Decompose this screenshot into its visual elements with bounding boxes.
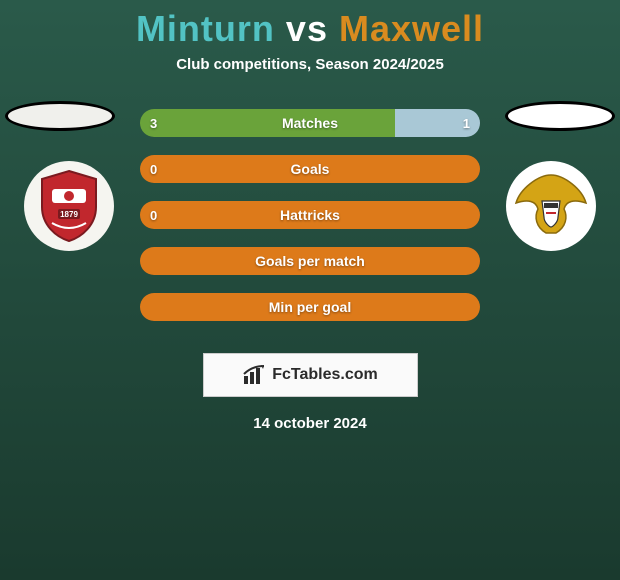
right-ellipse [505, 101, 615, 131]
bar-label: Goals per match [140, 247, 480, 275]
stat-bar-goals-per-match: Goals per match [140, 247, 480, 275]
svg-text:1879: 1879 [60, 210, 78, 219]
player2-name: Maxwell [339, 8, 484, 49]
stat-bar-hattricks: 0 Hattricks [140, 201, 480, 229]
bar-label: Hattricks [140, 201, 480, 229]
compare-area: 1879 3 Matches 1 0 Goals [0, 101, 620, 331]
stat-bar-matches: 3 Matches 1 [140, 109, 480, 137]
bar-label: Min per goal [140, 293, 480, 321]
page-title: Minturn vs Maxwell [0, 0, 620, 50]
date-text: 14 october 2024 [0, 415, 620, 432]
left-ellipse [5, 101, 115, 131]
player1-name: Minturn [136, 8, 275, 49]
stat-bars: 3 Matches 1 0 Goals 0 Hattricks Goals pe… [140, 109, 480, 321]
bars-icon [242, 364, 268, 386]
branding-text: FcTables.com [272, 366, 378, 384]
bar-label: Goals [140, 155, 480, 183]
eagle-icon [508, 163, 594, 249]
stat-bar-goals: 0 Goals [140, 155, 480, 183]
vs-text: vs [286, 8, 328, 49]
right-team-crest [506, 161, 596, 251]
left-team-crest: 1879 [24, 161, 114, 251]
stat-bar-min-per-goal: Min per goal [140, 293, 480, 321]
bar-label: Matches [140, 109, 480, 137]
subtitle: Club competitions, Season 2024/2025 [0, 56, 620, 73]
bar-value-right: 1 [463, 109, 470, 137]
branding-box: FcTables.com [203, 353, 418, 397]
shield-icon: 1879 [30, 167, 108, 245]
